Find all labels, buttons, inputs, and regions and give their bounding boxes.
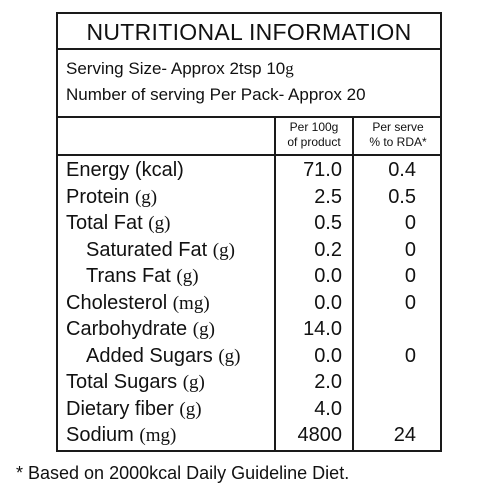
per-100g-value: 2.0 [314,371,342,393]
nutrient-unit: (g) [134,186,158,208]
nutrient-unit: (g) [176,266,199,287]
nutrient-unit: (g) [212,239,235,261]
per-100g-value: 0.0 [314,344,342,367]
nutrient-label: Cholesterol [66,291,168,314]
per-100g-value: 71.0 [303,159,342,181]
column-divider-2 [352,118,354,450]
per-100g-value: 14.0 [303,318,342,340]
nutrient-label: Saturated Fat [86,238,208,261]
serving-size: Serving Size- Approx 2tsp 10g [66,59,294,79]
nutrient-row: Sodium (mg) 4800 24 [58,422,440,449]
nutrient-unit: (mg) [172,292,210,314]
nutrient-name: Carbohydrate (g) [66,316,215,343]
rda-percent-value: 0 [404,212,416,234]
rda-percent-value: 0 [404,291,416,314]
column-header-per-100g-line2: of product [287,135,341,149]
per-100g-value: 2.5 [314,185,342,208]
serving-size-unit: g [285,59,294,78]
nutrient-unit: (g) [179,398,202,420]
column-header-per-serve-line2: % to RDA* [369,135,427,149]
nutrient-name: Protein (g) [66,184,157,211]
column-header-per-100g: Per 100g of product [276,120,352,150]
nutrient-name: Total Sugars (g) [66,369,205,396]
nutrient-unit: (g) [192,319,215,340]
per-100g-value: 0.5 [314,212,342,234]
nutrient-label: Energy (kcal) [66,159,184,181]
per-100g-value: 4800 [297,424,343,446]
nutrient-label: Trans Fat [86,265,171,287]
nutrient-label: Carbohydrate [66,318,188,340]
nutrient-unit: (g) [148,213,171,234]
column-header-per-100g-line1: Per 100g [289,120,339,134]
column-header-row: Per 100g of product Per serve % to RDA* [58,118,440,156]
nutrient-label: Sodium [66,424,134,446]
nutrient-unit: (g) [182,372,205,393]
nutrient-row: Cholesterol (mg) 0.0 0 [58,290,440,317]
nutrient-label: Protein [66,185,130,208]
nutrient-name: Energy (kcal) [66,157,184,184]
nutrient-name: Total Fat (g) [66,210,170,237]
nutrient-label: Total Sugars [66,371,178,393]
nutrient-label: Added Sugars [86,344,213,367]
serving-info: Serving Size- Approx 2tsp 10g Number of … [58,50,440,118]
column-divider-1 [274,118,276,450]
nutrient-label: Total Fat [66,212,143,234]
nutrient-row: Protein (g) 2.5 0.5 [58,184,440,211]
rda-percent-value: 0 [404,238,416,261]
rda-percent-value: 0 [404,344,416,367]
nutrient-row: Carbohydrate (g) 14.0 [58,316,440,343]
nutrient-row: Saturated Fat (g) 0.2 0 [58,237,440,264]
nutrient-name: Trans Fat (g) [86,263,199,290]
nutrient-row: Added Sugars (g) 0.0 0 [58,343,440,370]
servings-per-pack: Number of serving Per Pack- Approx 20 [66,85,366,104]
nutrient-name: Added Sugars (g) [86,343,240,370]
per-100g-value: 0.0 [314,265,342,287]
nutrient-label: Dietary fiber [66,397,174,420]
nutrient-name: Sodium (mg) [66,422,176,449]
rda-percent-value: 0.5 [388,185,416,208]
nutrient-row: Dietary fiber (g) 4.0 [58,396,440,423]
rda-percent-value: 24 [393,424,416,446]
panel-title: NUTRITIONAL INFORMATION [58,14,440,50]
rda-percent-value: 0.4 [388,159,416,181]
per-100g-value: 0.2 [314,238,342,261]
nutrient-row: Energy (kcal) 71.0 0.4 [58,157,440,184]
per-100g-value: 4.0 [314,397,342,420]
column-header-per-serve: Per serve % to RDA* [354,120,442,150]
nutrient-unit: (g) [218,345,241,367]
column-header-per-serve-line1: Per serve [372,120,424,134]
nutrient-name: Dietary fiber (g) [66,396,202,423]
nutrient-name: Cholesterol (mg) [66,290,210,317]
footnote: * Based on 2000kcal Daily Guideline Diet… [16,463,350,483]
rda-percent-value: 0 [404,265,416,287]
nutrient-name: Saturated Fat (g) [86,237,235,264]
nutrient-row: Total Fat (g) 0.5 0 [58,210,440,237]
nutrient-row: Trans Fat (g) 0.0 0 [58,263,440,290]
per-100g-value: 0.0 [314,291,342,314]
nutrient-unit: (mg) [139,425,177,446]
serving-size-label: Serving Size- Approx 2tsp 10 [66,59,286,78]
nutrition-panel: NUTRITIONAL INFORMATION Serving Size- Ap… [56,12,442,452]
nutrient-row: Total Sugars (g) 2.0 [58,369,440,396]
